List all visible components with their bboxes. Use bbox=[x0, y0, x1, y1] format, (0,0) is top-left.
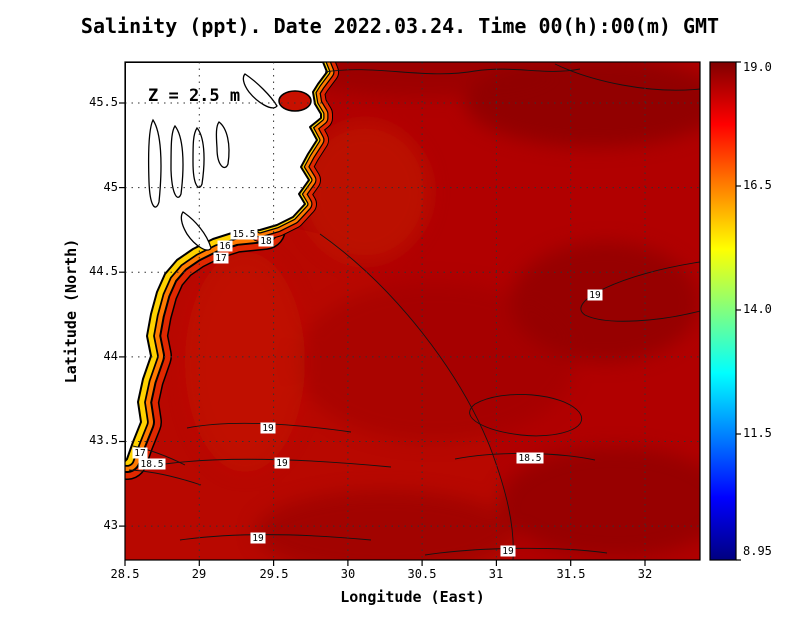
svg-text:19: 19 bbox=[262, 423, 274, 434]
contour-labels: 15.5 16 17 18 bbox=[132, 228, 603, 557]
y-tick-label: 44.5 bbox=[89, 264, 118, 278]
x-axis-label: Longitude (East) bbox=[340, 588, 485, 606]
contour-label: 19 bbox=[274, 457, 290, 469]
colorbar-tick-label: 14.0 bbox=[743, 302, 772, 316]
svg-text:19: 19 bbox=[252, 533, 264, 544]
contour-label: 15.5 bbox=[230, 228, 258, 240]
svg-text:19: 19 bbox=[276, 458, 288, 469]
y-tick-label: 44 bbox=[103, 349, 118, 363]
depth-annotation: Z = 2.5 m bbox=[148, 86, 241, 106]
x-tick-label: 30 bbox=[340, 567, 356, 581]
contour-label: 18.5 bbox=[516, 452, 544, 464]
colorbar-tick-label: 19.0 bbox=[743, 60, 772, 74]
contour-label: 17 bbox=[132, 447, 148, 459]
x-tick-label: 31.5 bbox=[556, 567, 586, 581]
svg-text:17: 17 bbox=[215, 253, 226, 264]
contour-label: 19 bbox=[587, 289, 603, 301]
x-tick-label: 29.5 bbox=[259, 567, 289, 581]
svg-text:19: 19 bbox=[502, 546, 514, 557]
svg-text:19: 19 bbox=[589, 290, 601, 301]
y-tick-label: 43.5 bbox=[89, 433, 118, 447]
x-tick-label: 31 bbox=[488, 567, 504, 581]
colorbar-tick-label: 11.5 bbox=[743, 426, 772, 440]
plot-frame bbox=[124, 61, 701, 561]
y-axis-label: Latitude (North) bbox=[62, 238, 80, 384]
contour-lines bbox=[128, 63, 700, 560]
colorbar bbox=[709, 61, 741, 561]
salinity-blotches bbox=[185, 62, 700, 560]
map-field: 15.5 16 17 18 bbox=[125, 62, 700, 560]
contour-label: 18 bbox=[258, 235, 274, 247]
colorbar-tick-label: 16.5 bbox=[743, 178, 772, 192]
x-tick-label: 28.5 bbox=[110, 567, 140, 581]
colorbar-gradient bbox=[709, 61, 737, 561]
contour-label: 19 bbox=[500, 545, 516, 557]
lakes bbox=[147, 73, 278, 251]
colorbar-tick-label: 8.95 bbox=[743, 544, 772, 558]
y-tick-label: 45 bbox=[103, 180, 118, 194]
x-tick-label: 29 bbox=[191, 567, 207, 581]
contour-label: 16 bbox=[217, 240, 233, 252]
svg-text:15.5: 15.5 bbox=[233, 229, 256, 240]
y-tick-label: 45.5 bbox=[89, 95, 118, 109]
x-tick-label: 30.5 bbox=[407, 567, 437, 581]
svg-text:16: 16 bbox=[219, 241, 231, 252]
svg-text:18: 18 bbox=[260, 236, 272, 247]
grid-lines bbox=[125, 62, 700, 560]
contour-label: 19 bbox=[250, 532, 266, 544]
svg-text:18.5: 18.5 bbox=[141, 459, 164, 470]
y-tick-label: 43 bbox=[103, 518, 118, 532]
plot-title: Salinity (ppt). Date 2022.03.24. Time 00… bbox=[80, 14, 720, 38]
coastal-lagoon bbox=[278, 90, 312, 112]
contour-label: 19 bbox=[260, 422, 276, 434]
contour-label: 17 bbox=[213, 252, 229, 264]
svg-text:18.5: 18.5 bbox=[519, 453, 542, 464]
svg-text:17: 17 bbox=[134, 448, 145, 459]
contour-label: 18.5 bbox=[138, 458, 166, 470]
x-tick-label: 32 bbox=[637, 567, 653, 581]
axis-ticks bbox=[119, 102, 646, 566]
colorbar-ticks bbox=[736, 61, 741, 561]
